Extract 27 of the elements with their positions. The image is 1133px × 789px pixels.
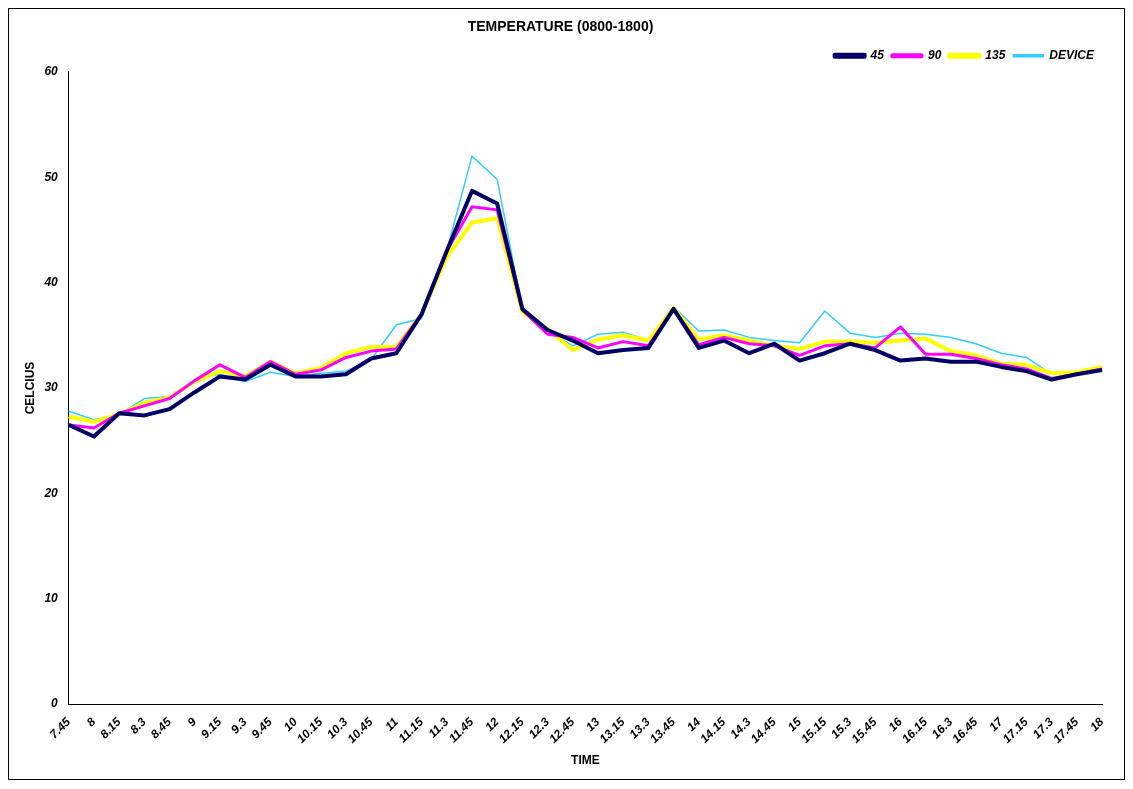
- y-axis-title: CELCIUS: [22, 361, 37, 415]
- y-tick-label: 60: [44, 64, 59, 79]
- y-tick-label: 0: [51, 696, 59, 711]
- y-tick-label: 40: [43, 274, 59, 289]
- legend-label: DEVICE: [1049, 48, 1095, 63]
- x-tick-label: 9: [184, 714, 200, 730]
- x-tick-label: 14: [683, 714, 704, 735]
- y-tick-label: 20: [43, 485, 59, 500]
- chart-title: TEMPERATURE (0800-1800): [467, 18, 654, 35]
- x-axis-title: TIME: [571, 753, 600, 768]
- x-tick-label: 8: [83, 714, 99, 730]
- y-tick-label: 30: [44, 380, 59, 395]
- x-tick-label: 17: [986, 713, 1007, 735]
- x-tick-label: 15: [784, 714, 805, 735]
- x-tick-label: 11: [382, 714, 402, 734]
- y-tick-label: 50: [44, 169, 59, 184]
- x-tick-label: 10: [280, 714, 301, 735]
- legend-label: 45: [869, 48, 885, 63]
- x-tick-label: 16: [885, 714, 906, 735]
- x-tick-label: 12: [482, 714, 502, 735]
- x-tick-label: 9.3: [227, 714, 250, 737]
- legend-label: 135: [985, 48, 1006, 63]
- y-tick-label: 10: [44, 591, 59, 606]
- x-tick-label: 18: [1087, 714, 1107, 735]
- x-tick-label: 8.3: [127, 714, 150, 737]
- x-tick-label: 13: [583, 714, 603, 735]
- legend-label: 90: [927, 48, 942, 63]
